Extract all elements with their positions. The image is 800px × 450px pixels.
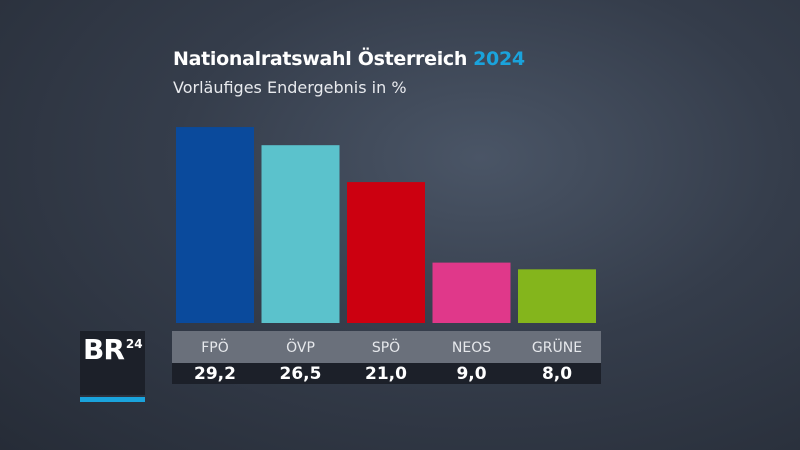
value-band [172, 363, 601, 384]
bar-1 [261, 145, 340, 323]
category-label: SPÖ [371, 340, 401, 356]
category-label: FPÖ [201, 340, 229, 356]
logo-24: 24 [125, 337, 143, 351]
value-label: 9,0 [456, 364, 487, 384]
category-label: GRÜNE [531, 340, 583, 356]
bar-3 [432, 262, 511, 323]
value-label: 26,5 [279, 364, 322, 384]
chart-title: Nationalratswahl Österreich 2024 [173, 48, 525, 70]
bar-0 [176, 127, 254, 324]
value-label: 29,2 [194, 364, 236, 384]
title-year: 2024 [473, 48, 525, 70]
value-label: 21,0 [365, 364, 407, 384]
bar-4 [518, 269, 596, 323]
title-text: Nationalratswahl Österreich [173, 48, 468, 70]
logo-stripe [80, 397, 145, 402]
category-label: NEOS [451, 340, 492, 356]
value-label: 8,0 [541, 364, 573, 384]
logo-br: BR [83, 333, 125, 366]
category-label: ÖVP [286, 340, 315, 356]
chart-subtitle: Vorläufiges Endergebnis in % [173, 78, 407, 97]
bar-2 [347, 182, 425, 323]
category-band [172, 331, 601, 363]
br24-logo: BR 24 [80, 331, 145, 395]
